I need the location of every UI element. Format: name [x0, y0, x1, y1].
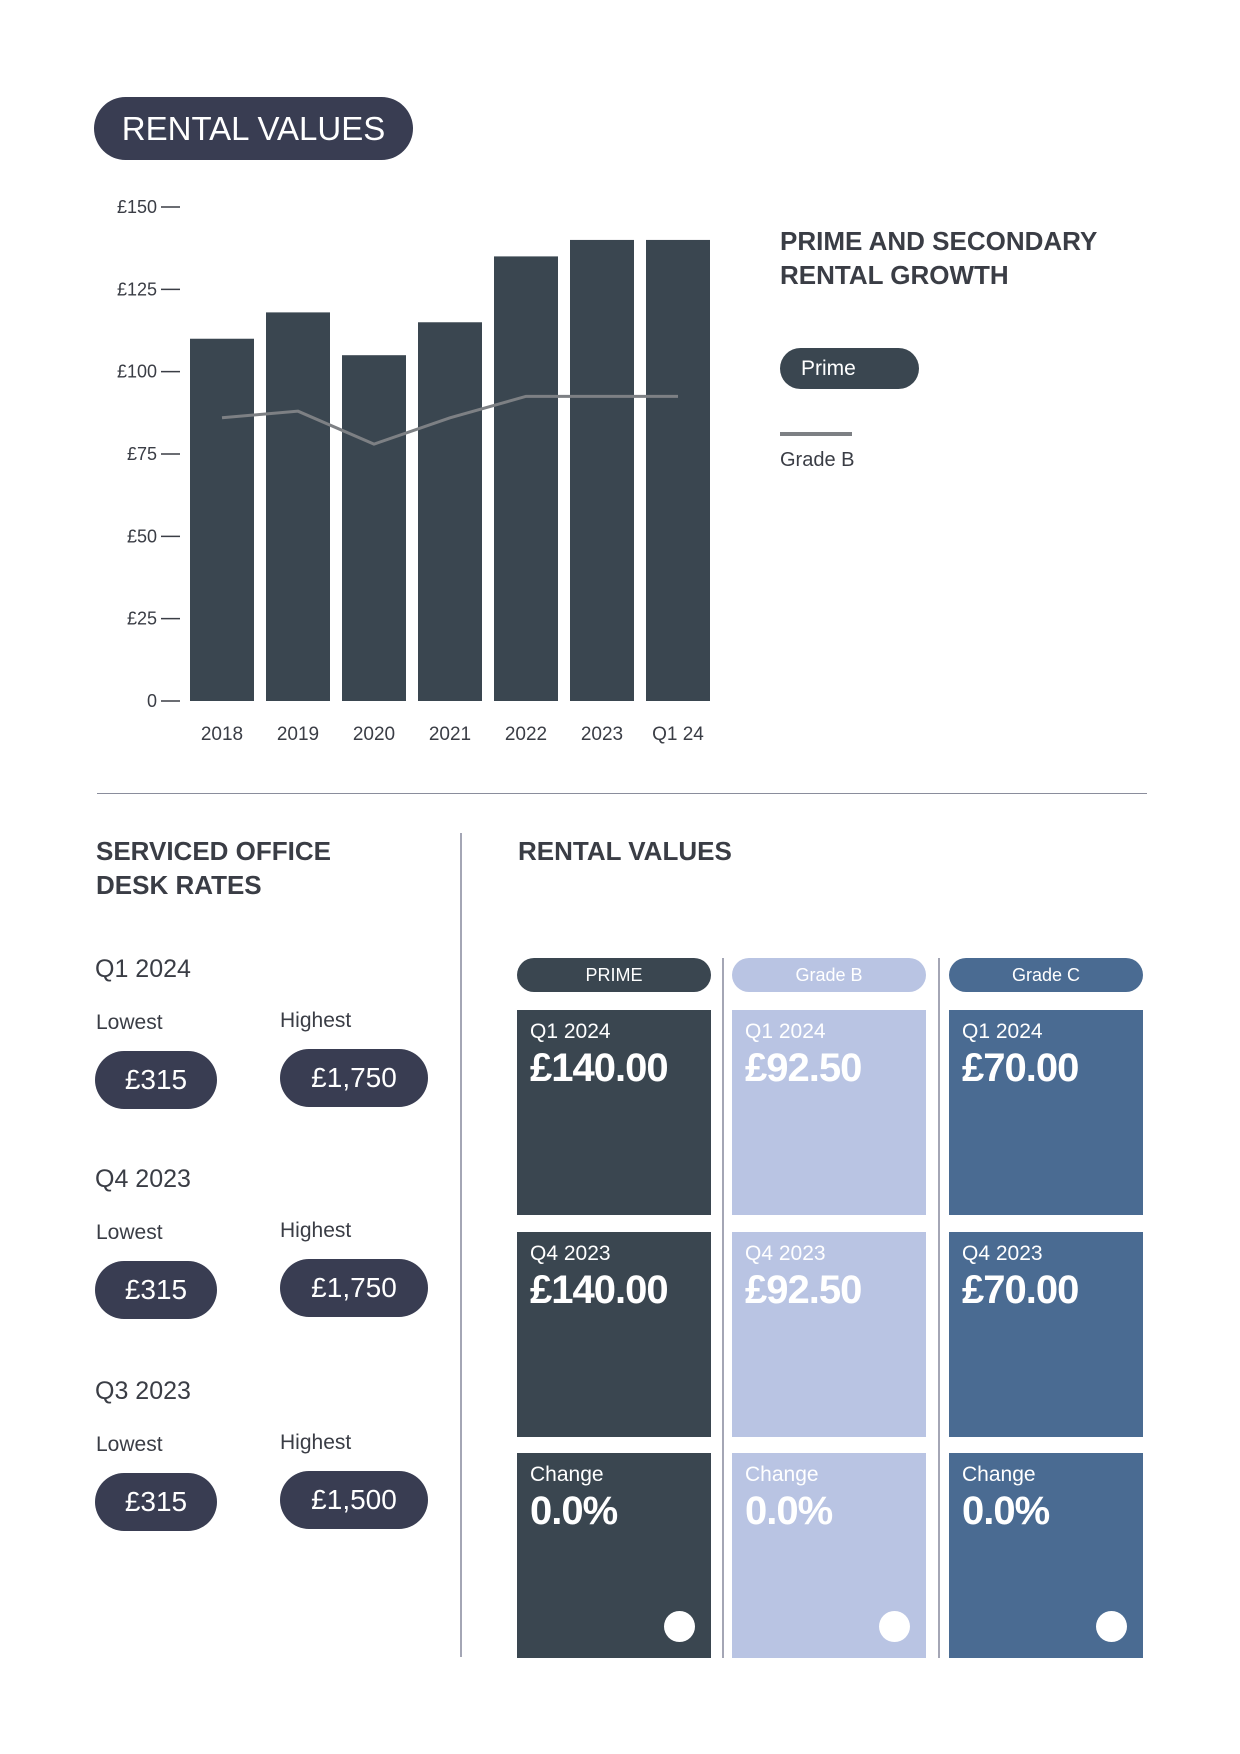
section-divider [97, 793, 1147, 794]
highest-value-pill: £1,500 [280, 1471, 428, 1529]
x-tick-label: 2019 [277, 724, 319, 745]
highest-label: Highest [280, 1009, 352, 1032]
y-tick-label: £125 [117, 279, 157, 299]
card-period-label: Q4 2023 [745, 1242, 826, 1265]
chart-title-line1: PRIME AND SECONDARY [780, 226, 1098, 256]
bar-2023 [570, 239, 634, 701]
desk-title-line2: DESK RATES [96, 870, 262, 900]
desk-period-label: Q1 2024 [95, 955, 191, 983]
card-period-label: Change [962, 1463, 1036, 1486]
lowest-value-pill: £315 [95, 1261, 217, 1319]
highest-label: Highest [280, 1219, 352, 1242]
x-tick-label: 2021 [429, 724, 471, 745]
legend-grade-b: Grade B [780, 449, 855, 471]
lowest-value-pill: £315 [95, 1473, 217, 1531]
y-tick-label: £50 [127, 526, 157, 546]
y-tick-label: £25 [127, 609, 157, 629]
column-divider [460, 833, 462, 1657]
desk-rates-title: SERVICED OFFICE DESK RATES [96, 834, 331, 902]
lowest-label: Lowest [96, 1221, 163, 1244]
bar-2021 [418, 322, 482, 701]
bar-Q1-24 [646, 239, 710, 701]
rental-card: Change 0.0% [732, 1453, 926, 1658]
highest-value-pill: £1,750 [280, 1049, 428, 1107]
lowest-label: Lowest [96, 1433, 163, 1456]
legend-grade-b-line [780, 432, 852, 436]
y-tick-label: £75 [127, 444, 157, 464]
card-value: £70.00 [962, 1268, 1079, 1312]
rental-card: Change 0.0% [949, 1453, 1143, 1658]
x-tick-label: 2022 [505, 724, 547, 745]
card-value: £92.50 [745, 1046, 862, 1090]
rental-card: Q4 2023 £70.00 [949, 1232, 1143, 1437]
card-value: 0.0% [962, 1489, 1050, 1533]
desk-period-label: Q4 2023 [95, 1165, 191, 1193]
lowest-label: Lowest [96, 1011, 163, 1034]
card-period-label: Q4 2023 [962, 1242, 1043, 1265]
rental-card: Q1 2024 £140.00 [517, 1010, 711, 1215]
card-period-label: Q1 2024 [530, 1020, 611, 1043]
x-tick-label: Q1 24 [652, 724, 704, 745]
chart-title: PRIME AND SECONDARY RENTAL GROWTH [780, 224, 1097, 292]
lowest-value-pill: £315 [95, 1051, 217, 1109]
card-value: 0.0% [745, 1489, 833, 1533]
status-dot-icon [1096, 1611, 1127, 1642]
card-value: 0.0% [530, 1489, 618, 1533]
status-dot-icon [879, 1611, 910, 1642]
legend-prime: Prime [780, 348, 919, 389]
card-value: £140.00 [530, 1046, 669, 1090]
column-header-prime: PRIME [517, 958, 711, 992]
y-tick-label: £100 [117, 362, 157, 382]
x-tick-label: 2020 [353, 724, 395, 745]
desk-title-line1: SERVICED OFFICE [96, 836, 332, 866]
card-value: £70.00 [962, 1046, 1079, 1090]
section-title-pill: RENTAL VALUES [94, 97, 413, 160]
card-period-label: Q4 2023 [530, 1242, 611, 1265]
y-tick-label: £150 [117, 197, 157, 217]
card-period-label: Q1 2024 [745, 1020, 826, 1043]
chart-title-line2: RENTAL GROWTH [780, 260, 1009, 290]
bar-2022 [494, 256, 558, 701]
bar-2018 [190, 338, 254, 701]
rental-growth-chart: 0 £25 £50 £75 £100 £125 £150 2018 2019 2020 2021 20… [117, 197, 710, 745]
x-tick-label: 2018 [201, 724, 243, 745]
column-header-grade-b: Grade B [732, 958, 926, 992]
bar-2020 [342, 355, 406, 701]
column-separator [722, 958, 724, 1658]
bar-2019 [266, 312, 330, 701]
card-value: £92.50 [745, 1268, 862, 1312]
highest-label: Highest [280, 1431, 352, 1454]
desk-period-label: Q3 2023 [95, 1377, 191, 1405]
x-tick-label: 2023 [581, 724, 623, 745]
rental-values-title: RENTAL VALUES [518, 836, 732, 866]
rental-card: Q1 2024 £92.50 [732, 1010, 926, 1215]
rental-card: Change 0.0% [517, 1453, 711, 1658]
y-tick-label: 0 [147, 691, 157, 711]
card-period-label: Change [530, 1463, 604, 1486]
card-value: £140.00 [530, 1268, 669, 1312]
card-period-label: Q1 2024 [962, 1020, 1043, 1043]
rental-card: Q4 2023 £140.00 [517, 1232, 711, 1437]
rental-card: Q4 2023 £92.50 [732, 1232, 926, 1437]
highest-value-pill: £1,750 [280, 1259, 428, 1317]
rental-card: Q1 2024 £70.00 [949, 1010, 1143, 1215]
column-separator [938, 958, 940, 1658]
card-period-label: Change [745, 1463, 819, 1486]
status-dot-icon [664, 1611, 695, 1642]
column-header-grade-c: Grade C [949, 958, 1143, 992]
